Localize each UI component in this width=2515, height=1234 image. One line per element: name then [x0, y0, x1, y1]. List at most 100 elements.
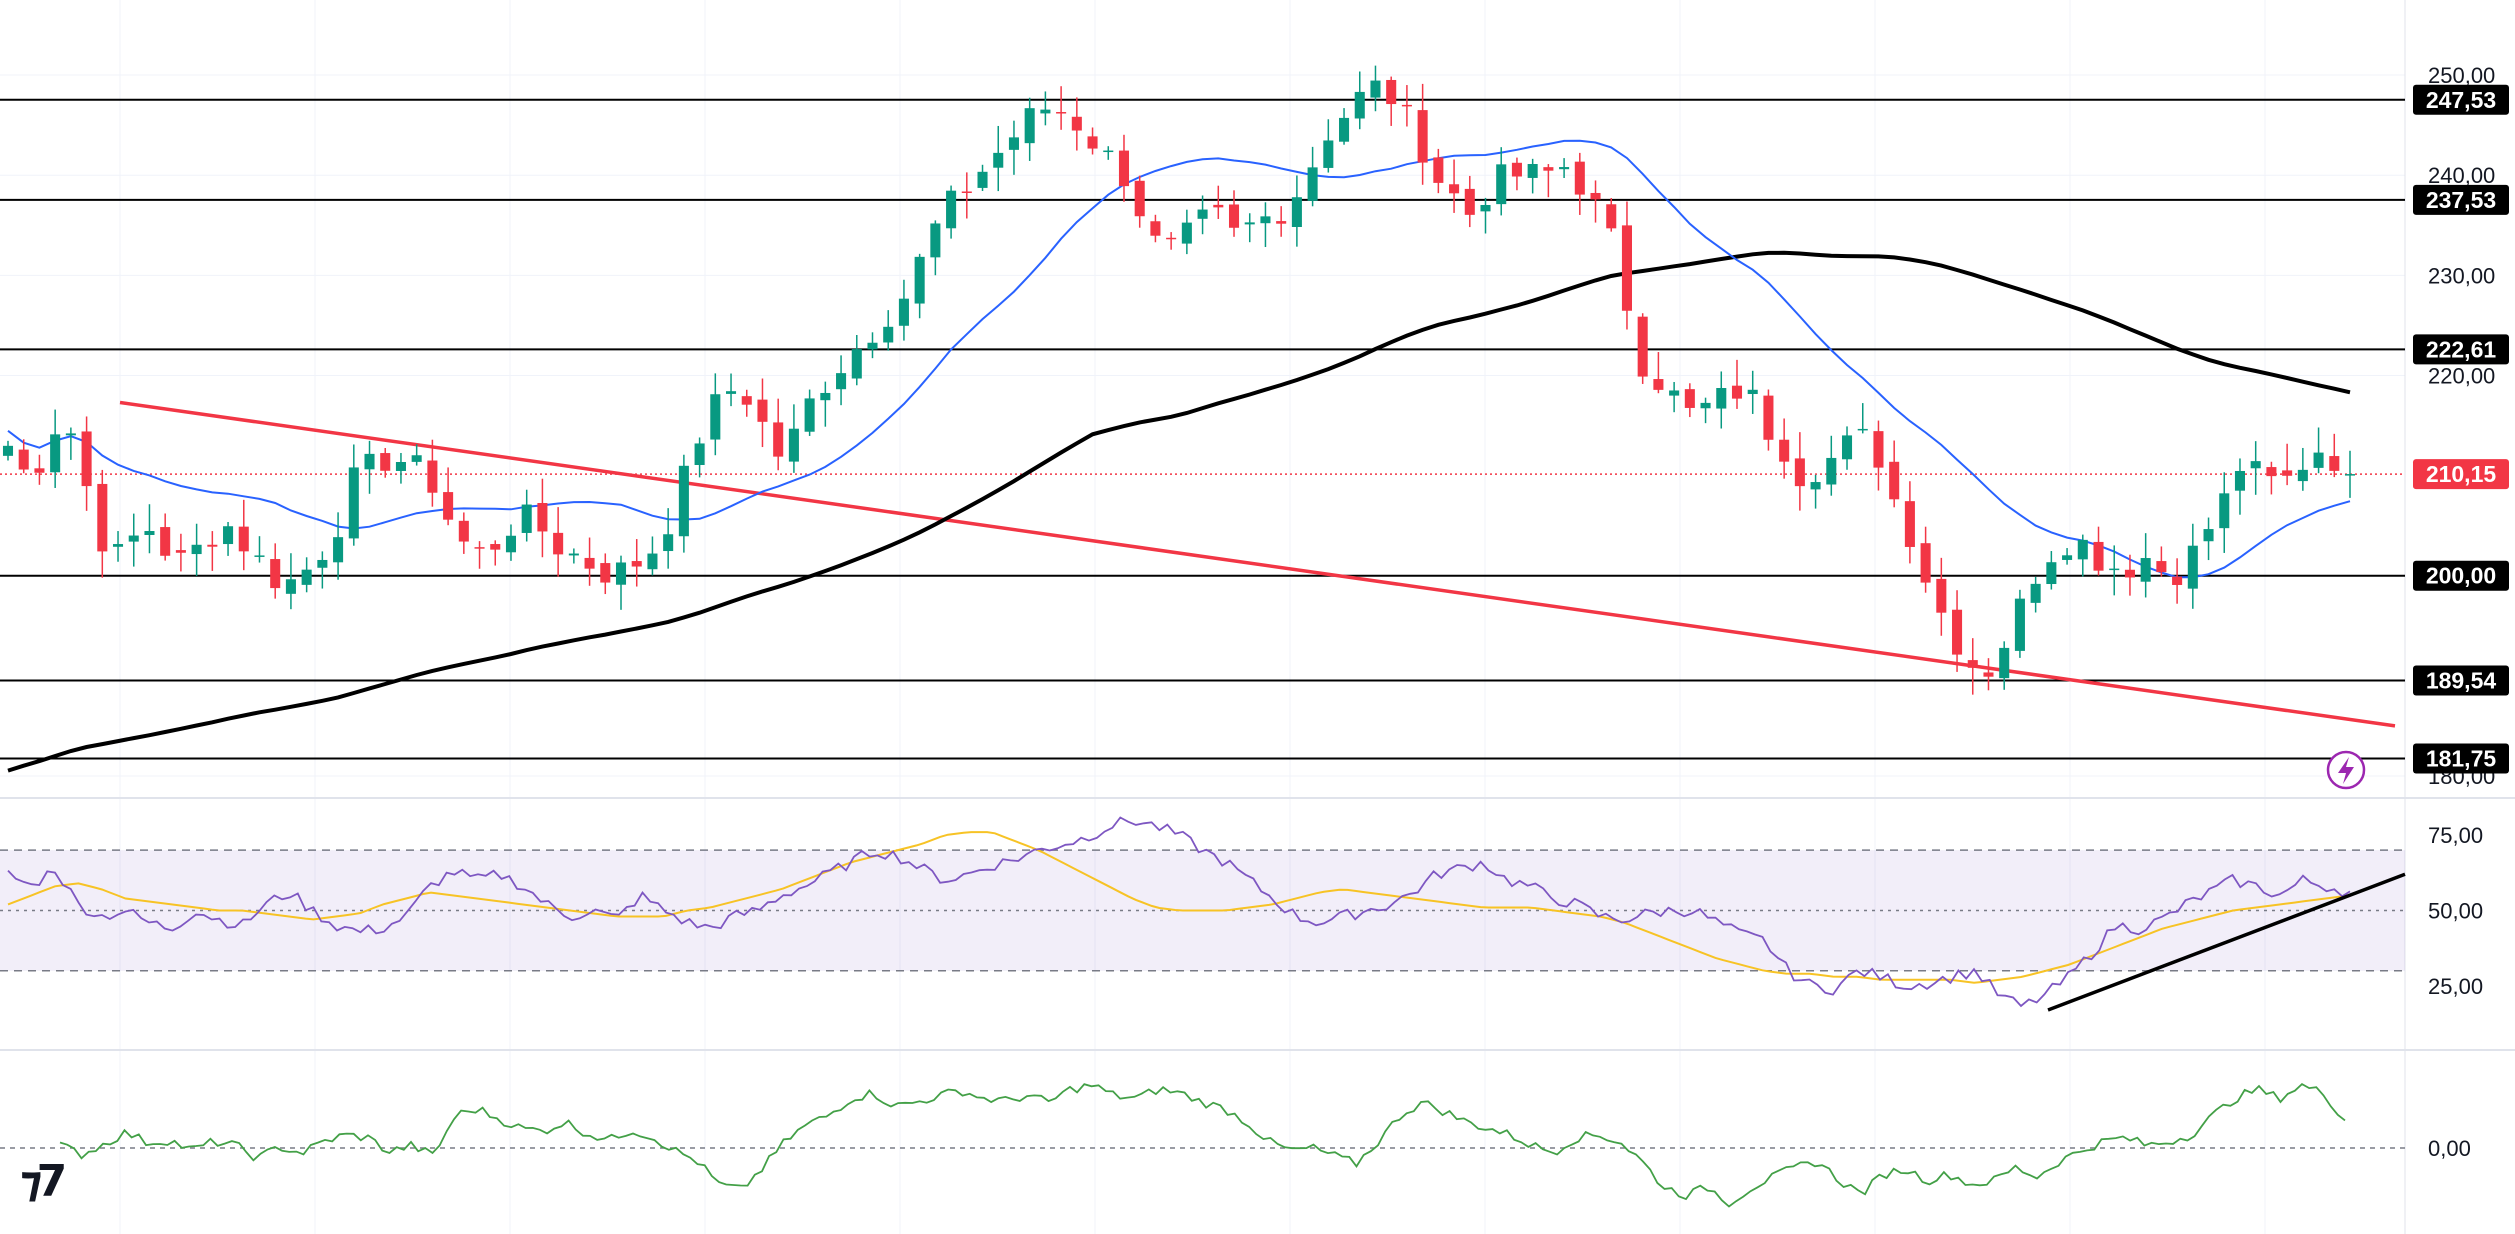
candle-down — [175, 550, 186, 553]
rsi-lines — [7, 816, 2406, 1012]
level-tag — [2413, 84, 2509, 115]
candle-up — [2234, 470, 2246, 491]
candle-down — [1056, 112, 1067, 114]
candle-down — [1134, 180, 1145, 217]
candle-down — [757, 399, 768, 422]
candle-up — [914, 256, 925, 304]
candle-up — [50, 434, 61, 473]
level-tag-label: 181,75 — [2426, 745, 2497, 771]
candle-up — [1559, 167, 1570, 170]
candle-down — [1684, 389, 1695, 408]
candle-down — [1606, 204, 1617, 229]
candle-up — [2140, 558, 2151, 582]
candle-up — [946, 190, 957, 229]
candle-down — [1967, 660, 1978, 668]
candle-up — [285, 579, 296, 594]
level-tag-label: 247,53 — [2426, 87, 2496, 113]
candle-up — [820, 392, 831, 401]
candle-up — [726, 391, 737, 394]
rsi-tick-label: 25,00 — [2428, 974, 2483, 999]
candle-up — [1999, 647, 2010, 679]
candle-up — [1841, 435, 1853, 460]
candle-up — [1323, 140, 1334, 168]
momentum-line — [59, 1082, 2346, 1208]
candle-up — [977, 171, 988, 188]
candle-up — [65, 433, 76, 436]
candle-up — [898, 298, 909, 326]
candle-up — [2187, 545, 2198, 589]
candle-down — [553, 532, 564, 555]
candle-up — [1370, 80, 1381, 98]
rsi-tick-label: 75,00 — [2428, 823, 2483, 848]
rsi-tick-label: 50,00 — [2428, 898, 2483, 923]
candle-down — [537, 503, 548, 532]
candle-up — [615, 562, 627, 585]
candle-down — [1590, 192, 1601, 200]
momentum-panel[interactable]: 0,00 — [0, 1082, 2471, 1208]
candle-up — [2014, 598, 2025, 651]
rsi-panel[interactable]: 75,00 50,00 25,00 — [0, 816, 2483, 1012]
candle-up — [2077, 539, 2088, 560]
candle-up — [1747, 389, 1758, 395]
candle-up — [1181, 222, 1192, 244]
candle-down — [2093, 541, 2104, 571]
candle-down — [1401, 104, 1412, 107]
candle-down — [1779, 439, 1790, 462]
candle-up — [883, 326, 894, 343]
current-price-label: 210,15 — [2426, 461, 2497, 487]
candle-up — [1024, 108, 1035, 144]
candle-down — [2282, 470, 2293, 476]
candle-up — [1197, 209, 1208, 219]
candle-down — [1464, 188, 1475, 215]
candle-up — [2046, 562, 2057, 585]
candle-down — [458, 520, 469, 542]
candle-down — [773, 422, 784, 457]
candle-up — [411, 455, 422, 462]
candle-down — [1637, 316, 1648, 377]
candle-up — [836, 373, 847, 390]
level-tag — [2413, 743, 2509, 774]
level-tag — [2413, 665, 2509, 696]
momentum-tick-label: 0,00 — [2428, 1136, 2471, 1161]
candle-down — [2266, 467, 2277, 477]
candle-up — [2344, 474, 2356, 476]
candle-down — [474, 547, 485, 549]
candle-down — [1118, 150, 1130, 187]
candle-up — [191, 544, 202, 555]
candle-down — [1983, 672, 1994, 677]
candle-up — [2, 445, 14, 456]
price-tick-label: 230,00 — [2428, 263, 2495, 288]
candle-up — [1527, 164, 1538, 178]
candle-up — [348, 467, 359, 539]
momentum-axis: 0,00 — [2428, 1136, 2471, 1161]
candle-down — [1794, 458, 1805, 487]
rsi-signal-line — [7, 831, 2351, 984]
candle-up — [1244, 222, 1255, 225]
candle-down — [207, 544, 218, 547]
candle-down — [1920, 543, 1931, 583]
candle-up — [1354, 91, 1365, 119]
level-tag — [2413, 560, 2509, 591]
candle-up — [710, 394, 721, 440]
candle-down — [1543, 167, 1554, 171]
candle-up — [2250, 461, 2261, 469]
candle-up — [867, 342, 878, 350]
candle-up — [804, 398, 815, 432]
candle-up — [2219, 493, 2230, 529]
candle-down — [1731, 385, 1743, 399]
candle-up — [663, 534, 674, 552]
candle-up — [333, 537, 344, 563]
candle-up — [144, 531, 155, 535]
lightning-icon[interactable] — [2326, 750, 2366, 790]
candle-down — [427, 460, 438, 493]
price-tick-label: 240,00 — [2428, 163, 2495, 188]
candle-up — [317, 559, 328, 568]
candle-down — [1904, 501, 1915, 547]
candle-up — [2030, 583, 2041, 603]
candle-up — [2313, 452, 2324, 468]
candle-down — [490, 544, 501, 550]
candle-down — [97, 483, 108, 552]
